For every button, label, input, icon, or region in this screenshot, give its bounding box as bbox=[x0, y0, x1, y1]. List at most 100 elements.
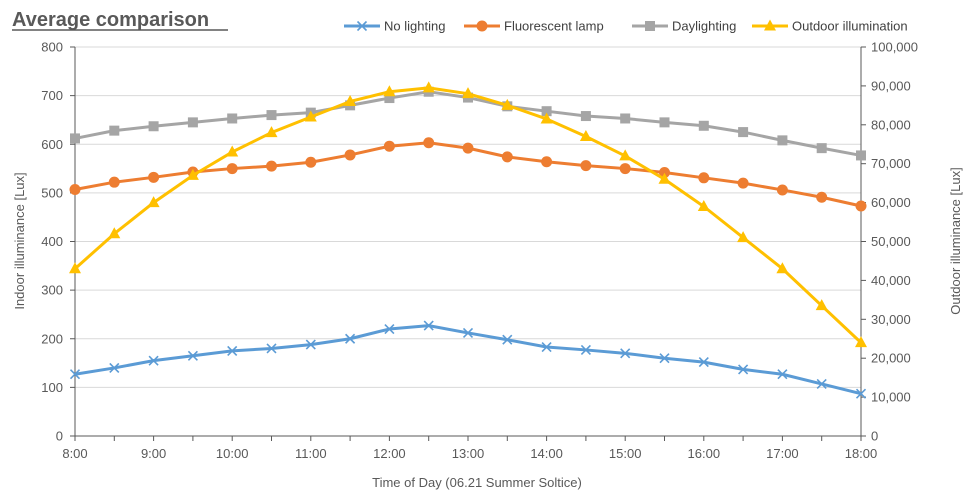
plot-area bbox=[69, 81, 867, 399]
data-point-daylighting bbox=[777, 135, 788, 146]
marker-stroke bbox=[620, 348, 631, 359]
data-point-no-lighting bbox=[502, 334, 513, 345]
marker-stroke bbox=[384, 323, 395, 335]
data-point-outdoor-illumination bbox=[186, 168, 199, 180]
data-point-fluorescent-lamp bbox=[501, 151, 513, 163]
data-point-daylighting bbox=[541, 106, 552, 117]
marker-stroke bbox=[502, 334, 513, 345]
data-point-daylighting bbox=[698, 120, 709, 131]
data-point-no-lighting bbox=[580, 344, 591, 355]
legend-marker bbox=[476, 20, 488, 32]
data-point-no-lighting bbox=[345, 333, 356, 344]
data-point-outdoor-illumination bbox=[540, 112, 553, 124]
left-axis-ticks: 0 100 200 300 400 500 600 700 800 bbox=[41, 40, 63, 444]
data-point-fluorescent-lamp bbox=[148, 171, 160, 183]
axes bbox=[70, 46, 866, 441]
data-point-no-lighting bbox=[462, 327, 474, 338]
data-point-outdoor-illumination bbox=[383, 85, 396, 97]
marker-stroke bbox=[266, 343, 277, 354]
legend-item-daylighting: Daylighting bbox=[632, 19, 736, 34]
data-point-fluorescent-lamp bbox=[855, 200, 867, 212]
left-tick-label: 800 bbox=[41, 40, 63, 55]
data-point-no-lighting bbox=[855, 388, 867, 399]
left-axis-title: Indoor illuminance [Lux] bbox=[12, 172, 27, 309]
right-tick-label: 100,000 bbox=[871, 40, 918, 55]
data-point-no-lighting bbox=[148, 355, 159, 366]
data-point-fluorescent-lamp bbox=[69, 183, 81, 195]
data-point-outdoor-illumination bbox=[776, 262, 789, 274]
data-point-fluorescent-lamp bbox=[816, 191, 828, 203]
marker-stroke bbox=[855, 388, 867, 399]
data-point-outdoor-illumination bbox=[344, 94, 357, 106]
data-point-daylighting bbox=[856, 150, 866, 161]
data-point-no-lighting bbox=[423, 320, 434, 331]
left-tick-label: 200 bbox=[41, 331, 63, 346]
right-tick-label: 30,000 bbox=[871, 312, 911, 327]
data-point-outdoor-illumination bbox=[658, 172, 671, 184]
data-point-no-lighting bbox=[109, 362, 120, 373]
x-tick-label: 12:00 bbox=[373, 446, 406, 461]
marker-stroke bbox=[109, 362, 120, 373]
x-axis-ticks: 8:00 9:00 10:00 11:00 12:00 13:00 14:00 15:00 16… bbox=[62, 446, 877, 461]
legend-marker bbox=[645, 21, 655, 31]
x-tick-label: 13:00 bbox=[452, 446, 485, 461]
legend: No lighting Fluorescent lamp Daylighting Ou… bbox=[344, 19, 908, 34]
data-point-no-lighting bbox=[227, 345, 238, 356]
right-tick-label: 10,000 bbox=[871, 390, 911, 405]
legend-item-fluorescent-lamp: Fluorescent lamp bbox=[464, 19, 604, 34]
right-tick-label: 70,000 bbox=[871, 156, 911, 171]
left-tick-label: 100 bbox=[41, 380, 63, 395]
right-tick-label: 20,000 bbox=[871, 351, 911, 366]
series-fluorescent-lamp bbox=[69, 137, 867, 212]
marker-stroke bbox=[738, 364, 749, 375]
data-point-daylighting bbox=[70, 133, 80, 144]
marker-stroke bbox=[462, 327, 474, 338]
right-tick-label: 60,000 bbox=[871, 195, 911, 210]
data-point-no-lighting bbox=[698, 357, 709, 368]
marker-stroke bbox=[69, 369, 81, 380]
marker-stroke bbox=[148, 355, 159, 366]
series-outdoor-illumination bbox=[69, 81, 867, 348]
data-point-fluorescent-lamp bbox=[619, 163, 631, 175]
left-tick-label: 300 bbox=[41, 283, 63, 298]
data-point-no-lighting bbox=[384, 323, 395, 335]
right-tick-label: 40,000 bbox=[871, 273, 911, 288]
data-point-outdoor-illumination bbox=[462, 87, 474, 99]
marker-stroke bbox=[187, 350, 198, 361]
data-point-daylighting bbox=[580, 111, 591, 122]
data-point-no-lighting bbox=[659, 353, 670, 364]
marker-stroke bbox=[227, 345, 238, 356]
legend-label: Fluorescent lamp bbox=[504, 19, 604, 34]
data-point-outdoor-illumination bbox=[815, 299, 828, 311]
data-point-daylighting bbox=[109, 125, 120, 136]
left-tick-label: 0 bbox=[56, 429, 63, 444]
data-point-outdoor-illumination bbox=[108, 227, 121, 239]
data-point-fluorescent-lamp bbox=[423, 137, 435, 149]
data-point-outdoor-illumination bbox=[69, 262, 81, 274]
x-tick-label: 8:00 bbox=[62, 446, 87, 461]
data-point-fluorescent-lamp bbox=[226, 163, 238, 175]
marker-stroke bbox=[659, 353, 670, 364]
data-point-fluorescent-lamp bbox=[659, 166, 670, 178]
data-point-outdoor-illumination bbox=[422, 81, 435, 93]
legend-item-outdoor-illumination: Outdoor illumination bbox=[752, 19, 908, 34]
x-tick-label: 9:00 bbox=[141, 446, 166, 461]
data-point-outdoor-illumination bbox=[737, 231, 750, 243]
legend-label: Outdoor illumination bbox=[792, 19, 908, 34]
x-tick-label: 14:00 bbox=[530, 446, 563, 461]
data-point-fluorescent-lamp bbox=[737, 177, 749, 189]
data-point-no-lighting bbox=[816, 378, 827, 390]
left-tick-label: 400 bbox=[41, 234, 63, 249]
data-point-fluorescent-lamp bbox=[698, 172, 710, 184]
right-tick-label: 50,000 bbox=[871, 234, 911, 249]
data-point-outdoor-illumination bbox=[855, 336, 867, 348]
x-tick-label: 17:00 bbox=[766, 446, 799, 461]
marker-stroke bbox=[345, 333, 356, 344]
data-point-fluorescent-lamp bbox=[305, 156, 317, 168]
data-point-fluorescent-lamp bbox=[266, 160, 277, 172]
data-point-daylighting bbox=[816, 143, 827, 154]
data-point-outdoor-illumination bbox=[304, 110, 317, 122]
series-line-no-lighting bbox=[74, 324, 862, 396]
marker-stroke bbox=[777, 369, 788, 380]
x-tick-label: 15:00 bbox=[609, 446, 642, 461]
